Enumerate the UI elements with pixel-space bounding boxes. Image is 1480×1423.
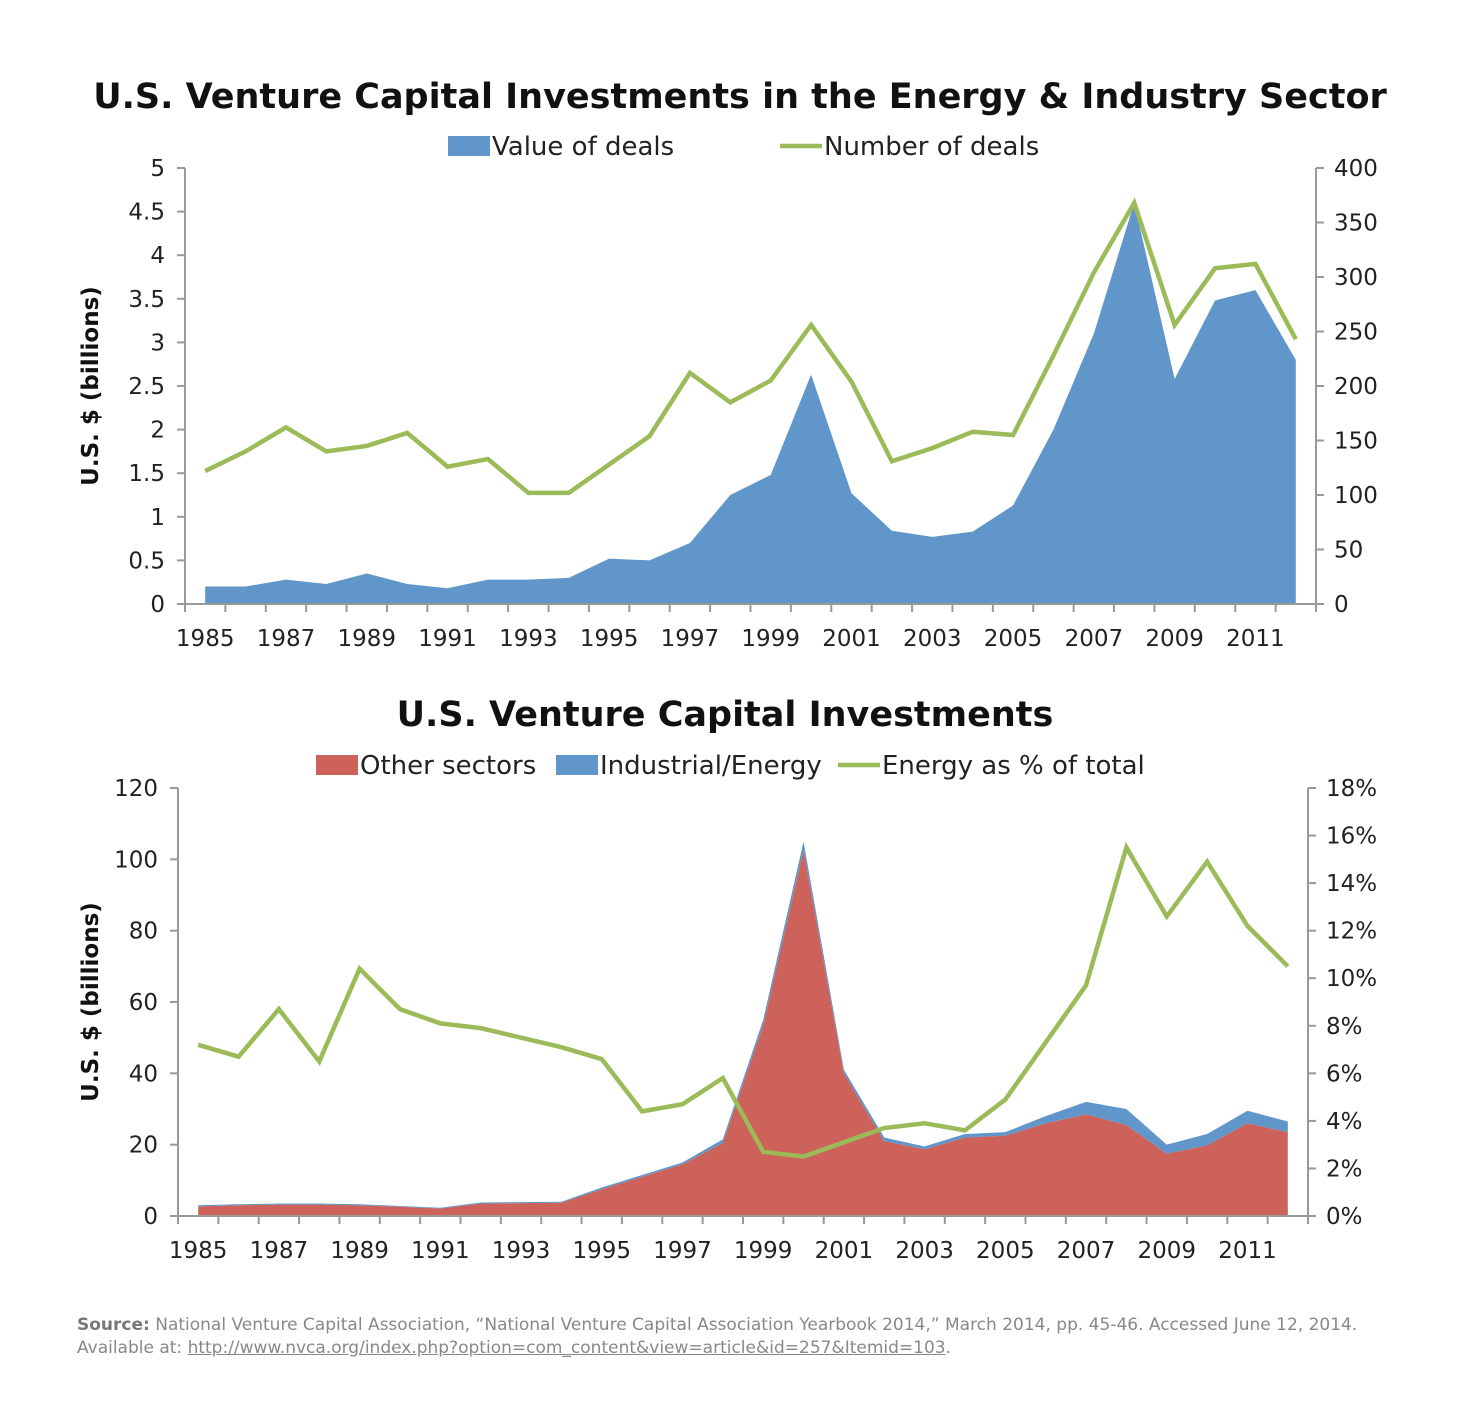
- y-right-tick-label: 300: [1334, 265, 1378, 291]
- x-tick-label: 1985: [169, 1238, 228, 1264]
- y-axis-label: U.S. $ (billions): [78, 286, 104, 486]
- area-value-of-deals: [205, 202, 1296, 604]
- source-end: .: [945, 1338, 952, 1358]
- y-tick-label: 100: [114, 847, 158, 873]
- legend-label: Other sectors: [360, 751, 536, 781]
- x-tick-label: 1991: [418, 626, 477, 652]
- x-tick-label: 2005: [984, 626, 1043, 652]
- y-right-tick-label: 6%: [1326, 1061, 1363, 1087]
- x-tick-label: 2003: [903, 626, 962, 652]
- y-right-tick-label: 10%: [1326, 966, 1377, 992]
- y-right-tick-label: 14%: [1326, 871, 1377, 897]
- x-tick-label: 2011: [1218, 1238, 1277, 1264]
- legend-item: Other sectors: [316, 751, 536, 781]
- legend-item: Industrial/Energy: [556, 751, 822, 781]
- x-tick-label: 1987: [257, 626, 316, 652]
- chart-2: U.S. Venture Capital Investments 0 20 40 60 8…: [78, 695, 1377, 1264]
- y-right-tick-label: 2%: [1326, 1156, 1363, 1182]
- x-tick-label: 1997: [661, 626, 720, 652]
- y-right-tick-label: 12%: [1326, 919, 1377, 945]
- x-tick-label: 1991: [411, 1238, 470, 1264]
- y-tick-label: 3.5: [128, 287, 165, 313]
- legend-label: Value of deals: [492, 132, 674, 162]
- x-tick-label: 1987: [250, 1238, 309, 1264]
- y-right-tick-label: 0: [1334, 592, 1349, 618]
- legend-label: Industrial/Energy: [600, 751, 822, 781]
- y-tick-label: 60: [129, 990, 158, 1016]
- source-text: National Venture Capital Association, “N…: [149, 1315, 1358, 1335]
- x-tick-label: 2003: [895, 1238, 954, 1264]
- y-right-tick-label: 100: [1334, 483, 1378, 509]
- y-tick-label: 40: [129, 1061, 158, 1087]
- x-tick-label: 2007: [1057, 1238, 1116, 1264]
- y-tick-label: 0: [143, 1204, 158, 1230]
- y-tick-label: 3: [150, 330, 165, 356]
- y-tick-label: 4.5: [128, 200, 165, 226]
- y-tick-label: 5: [150, 156, 165, 182]
- y-tick-label: 0.5: [128, 548, 165, 574]
- line-energy-as-of-total: [197, 841, 1290, 1159]
- chart-title: U.S. Venture Capital Investments in the …: [93, 77, 1387, 117]
- y-tick-label: 4: [150, 243, 165, 269]
- y-tick-label: 2.5: [128, 374, 165, 400]
- y-right-tick-label: 150: [1334, 429, 1378, 455]
- x-tick-label: 1989: [337, 626, 396, 652]
- y-tick-label: 80: [129, 919, 158, 945]
- y-right-tick-label: 16%: [1326, 824, 1377, 850]
- legend-swatch: [448, 136, 490, 156]
- legend-item: Energy as % of total: [838, 751, 1145, 781]
- x-tick-label: 1999: [741, 626, 800, 652]
- x-tick-label: 1993: [499, 626, 558, 652]
- y-tick-label: 2: [150, 418, 165, 444]
- y-tick-label: 120: [114, 776, 158, 802]
- y-right-tick-label: 50: [1334, 538, 1363, 564]
- x-tick-label: 2011: [1226, 626, 1285, 652]
- source-link[interactable]: http://www.nvca.org/index.php?option=com…: [187, 1338, 946, 1358]
- x-tick-label: 2007: [1065, 626, 1124, 652]
- x-tick-label: 1997: [653, 1238, 712, 1264]
- source-label: Source:: [77, 1315, 150, 1335]
- legend-label: Energy as % of total: [882, 751, 1145, 781]
- y-tick-label: 1: [150, 505, 165, 531]
- x-tick-label: 1995: [580, 626, 639, 652]
- y-tick-label: 0: [150, 592, 165, 618]
- y-right-tick-label: 350: [1334, 211, 1378, 237]
- chart-title: U.S. Venture Capital Investments: [397, 695, 1054, 735]
- y-axis-label: U.S. $ (billions): [78, 902, 104, 1102]
- x-tick-label: 1993: [492, 1238, 551, 1264]
- x-tick-label: 2009: [1145, 626, 1204, 652]
- source-note: Source: National Venture Capital Associa…: [77, 1314, 1357, 1360]
- y-right-tick-label: 0%: [1326, 1204, 1363, 1230]
- chart-1: U.S. Venture Capital Investments in the …: [78, 77, 1388, 652]
- x-tick-label: 2001: [815, 1238, 874, 1264]
- x-tick-label: 1985: [176, 626, 235, 652]
- legend-swatch: [316, 755, 358, 775]
- y-right-tick-label: 200: [1334, 374, 1378, 400]
- legend-item: Number of deals: [780, 132, 1039, 162]
- x-tick-label: 1989: [330, 1238, 389, 1264]
- line-number-of-deals: [204, 197, 1298, 496]
- legend-item: Value of deals: [448, 132, 674, 162]
- legend-label: Number of deals: [824, 132, 1039, 162]
- legend-swatch: [556, 755, 598, 775]
- y-tick-label: 20: [129, 1133, 158, 1159]
- x-tick-label: 2009: [1137, 1238, 1196, 1264]
- y-right-tick-label: 4%: [1326, 1109, 1363, 1135]
- y-right-tick-label: 400: [1334, 156, 1378, 182]
- x-tick-label: 2005: [976, 1238, 1035, 1264]
- area-other-sectors: [198, 850, 1288, 1216]
- y-right-tick-label: 250: [1334, 320, 1378, 346]
- y-right-tick-label: 8%: [1326, 1014, 1363, 1040]
- x-tick-label: 1999: [734, 1238, 793, 1264]
- y-tick-label: 1.5: [128, 461, 165, 487]
- available-label: Available at:: [77, 1338, 188, 1358]
- x-tick-label: 1995: [572, 1238, 631, 1264]
- x-tick-label: 2001: [822, 626, 881, 652]
- y-right-tick-label: 18%: [1326, 776, 1377, 802]
